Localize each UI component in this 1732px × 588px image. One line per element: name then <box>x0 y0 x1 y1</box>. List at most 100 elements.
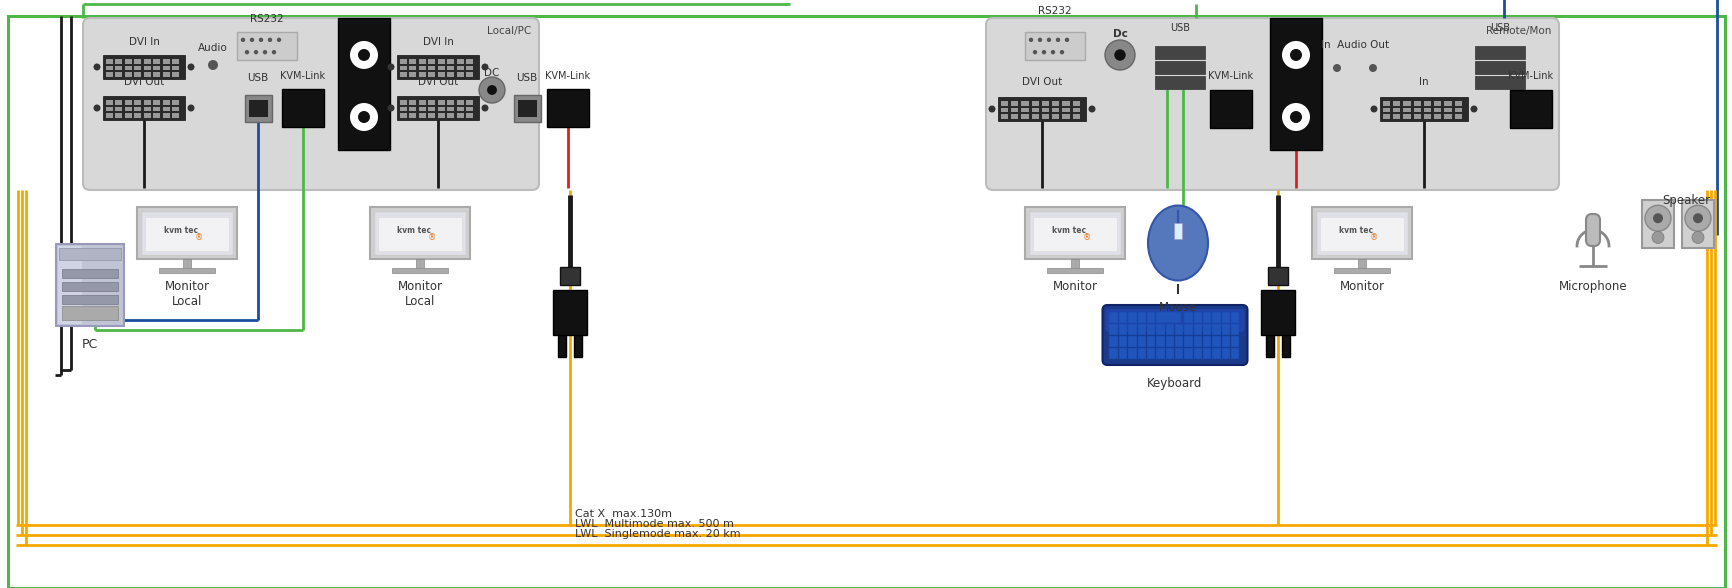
Bar <box>1266 335 1273 357</box>
Bar <box>1434 108 1441 112</box>
Bar <box>1393 108 1399 112</box>
Bar <box>163 100 170 105</box>
Circle shape <box>1046 38 1051 42</box>
Bar <box>1434 101 1441 106</box>
Bar <box>1221 312 1230 323</box>
Bar <box>1320 217 1403 251</box>
Circle shape <box>272 50 275 54</box>
Bar <box>159 268 215 273</box>
Bar <box>163 72 170 77</box>
Bar <box>457 59 464 64</box>
Bar <box>1382 108 1389 112</box>
Bar <box>125 106 132 111</box>
Bar <box>1311 207 1412 259</box>
Bar <box>125 113 132 118</box>
Bar <box>163 59 170 64</box>
Bar <box>249 100 268 117</box>
Bar <box>466 100 473 105</box>
Bar <box>135 66 140 71</box>
Circle shape <box>487 85 497 95</box>
Bar <box>1453 114 1462 119</box>
Text: Speaker: Speaker <box>1661 194 1709 207</box>
Bar <box>140 211 232 255</box>
Bar <box>428 106 435 111</box>
Text: LWL  Singlemode max. 20 km: LWL Singlemode max. 20 km <box>575 529 740 539</box>
Bar <box>419 106 426 111</box>
FancyBboxPatch shape <box>1102 305 1247 365</box>
Bar <box>135 106 140 111</box>
Circle shape <box>350 103 378 131</box>
Bar <box>62 295 118 304</box>
Circle shape <box>1282 41 1309 69</box>
Bar <box>1230 336 1238 347</box>
Text: KVM-Link: KVM-Link <box>281 71 326 81</box>
Circle shape <box>94 64 100 71</box>
Bar <box>447 100 454 105</box>
Bar <box>1453 101 1462 106</box>
Bar <box>447 106 454 111</box>
Text: USB: USB <box>248 73 268 83</box>
Bar <box>457 72 464 77</box>
Bar <box>1193 312 1202 323</box>
Text: Dc: Dc <box>1112 29 1128 39</box>
Bar <box>1183 336 1192 347</box>
Bar <box>154 100 159 105</box>
Bar <box>1202 312 1211 323</box>
Circle shape <box>359 49 371 61</box>
Text: RS232: RS232 <box>1037 6 1070 16</box>
Bar <box>457 100 464 105</box>
Text: KVM-Link: KVM-Link <box>1507 71 1552 81</box>
Bar <box>1183 348 1192 359</box>
Bar <box>1212 336 1219 347</box>
Bar <box>428 100 435 105</box>
Bar <box>1334 268 1389 273</box>
Circle shape <box>481 64 488 71</box>
Circle shape <box>388 105 395 112</box>
Bar <box>163 113 170 118</box>
Bar <box>1031 108 1037 112</box>
Bar <box>59 248 121 260</box>
Bar <box>116 72 121 77</box>
Bar <box>419 59 426 64</box>
Circle shape <box>359 111 371 123</box>
Bar <box>1011 114 1018 119</box>
Circle shape <box>277 38 281 42</box>
Bar <box>125 72 132 77</box>
Circle shape <box>187 64 194 71</box>
Text: DVI In: DVI In <box>128 37 159 47</box>
Bar <box>1072 101 1079 106</box>
Bar <box>116 66 121 71</box>
Text: USB: USB <box>516 73 537 83</box>
Circle shape <box>1041 50 1046 54</box>
Text: kvm tec: kvm tec <box>1051 226 1086 235</box>
Text: ®: ® <box>194 233 203 242</box>
Bar <box>173 59 178 64</box>
Circle shape <box>268 38 272 42</box>
Circle shape <box>187 105 194 112</box>
Bar <box>438 72 445 77</box>
Circle shape <box>1289 111 1301 123</box>
Bar <box>154 66 159 71</box>
Bar <box>438 100 445 105</box>
Bar <box>428 72 435 77</box>
Bar <box>1041 101 1048 106</box>
Bar <box>409 106 416 111</box>
Text: Local/PC: Local/PC <box>487 26 530 36</box>
Bar <box>163 66 170 71</box>
Circle shape <box>478 77 504 103</box>
Bar <box>144 59 151 64</box>
Text: kvm tec: kvm tec <box>165 226 197 235</box>
Bar <box>466 106 473 111</box>
Bar <box>1136 336 1145 347</box>
Text: Monitor: Monitor <box>1339 280 1384 293</box>
Circle shape <box>241 38 244 42</box>
Bar <box>102 96 185 120</box>
Circle shape <box>1055 38 1060 42</box>
Bar <box>102 55 185 79</box>
FancyBboxPatch shape <box>1585 214 1599 246</box>
Bar <box>1136 348 1145 359</box>
Bar <box>1173 223 1181 239</box>
Circle shape <box>388 64 395 71</box>
Bar <box>1640 200 1673 248</box>
Bar <box>400 72 407 77</box>
